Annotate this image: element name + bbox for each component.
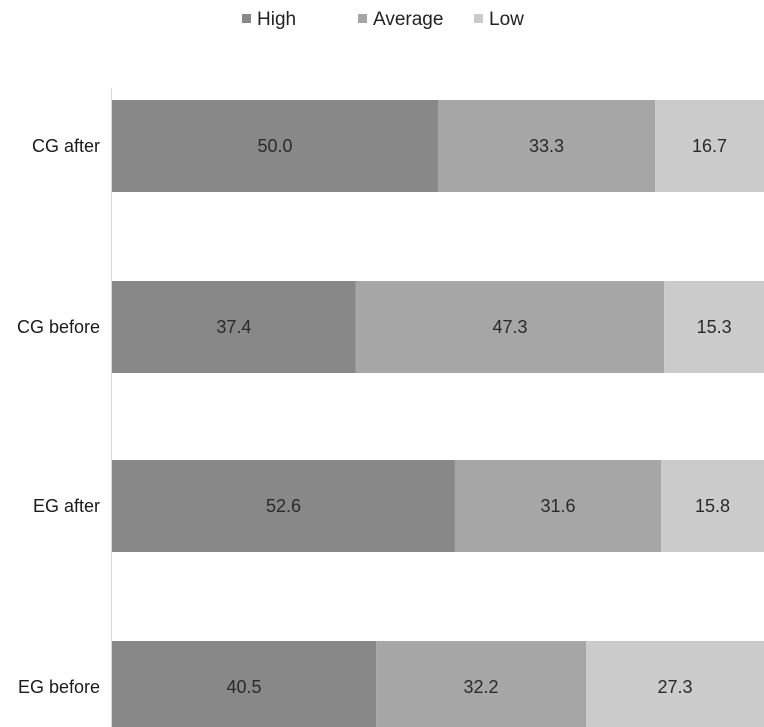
data-label-cg-after-average: 33.3 bbox=[529, 136, 564, 156]
data-label-eg-after-low: 15.8 bbox=[695, 496, 730, 516]
bar-cg-after-low bbox=[655, 100, 764, 192]
data-labels: 50.0 33.3 16.7 37.4 47.3 15.3 52.6 31.6 15.8 40.5… bbox=[216, 136, 731, 697]
data-label-eg-after-high: 52.6 bbox=[266, 496, 301, 516]
legend-label-average: Average bbox=[373, 9, 443, 30]
data-label-eg-after-average: 31.6 bbox=[540, 496, 575, 516]
data-label-eg-before-low: 27.3 bbox=[657, 677, 692, 697]
bar-eg-after-high bbox=[112, 460, 455, 552]
bars bbox=[112, 100, 764, 727]
bar-eg-before-low bbox=[586, 641, 764, 727]
legend-label-high: High bbox=[257, 9, 296, 30]
data-label-cg-before-average: 47.3 bbox=[493, 317, 528, 337]
bar-eg-after-low bbox=[660, 460, 764, 552]
category-label-eg-after: EG after bbox=[33, 496, 100, 516]
bar-eg-before-high bbox=[112, 641, 377, 727]
category-label-cg-before: CG before bbox=[17, 317, 100, 337]
category-label-cg-after: CG after bbox=[32, 136, 100, 156]
legend-swatch-high bbox=[242, 14, 251, 23]
data-label-eg-before-average: 32.2 bbox=[464, 677, 499, 697]
legend-swatch-average bbox=[358, 14, 367, 23]
bar-cg-before-low bbox=[664, 281, 764, 373]
data-label-cg-before-high: 37.4 bbox=[216, 317, 251, 337]
bar-cg-before-average bbox=[355, 281, 665, 373]
data-label-cg-before-low: 15.3 bbox=[697, 317, 732, 337]
bar-cg-after-average bbox=[438, 100, 656, 192]
bar-eg-before-average bbox=[376, 641, 587, 727]
data-label-eg-before-high: 40.5 bbox=[227, 677, 262, 697]
legend-swatch-low bbox=[474, 14, 483, 23]
bar-cg-before-high bbox=[112, 281, 356, 373]
category-labels: CG after CG before EG after EG before bbox=[17, 136, 100, 697]
category-label-eg-before: EG before bbox=[18, 677, 100, 697]
legend: High Average Low bbox=[242, 9, 524, 30]
bar-eg-after-average bbox=[454, 460, 661, 552]
legend-label-low: Low bbox=[489, 9, 524, 30]
data-label-cg-after-high: 50.0 bbox=[257, 136, 292, 156]
bar-cg-after-high bbox=[112, 100, 438, 192]
data-label-cg-after-low: 16.7 bbox=[692, 136, 727, 156]
